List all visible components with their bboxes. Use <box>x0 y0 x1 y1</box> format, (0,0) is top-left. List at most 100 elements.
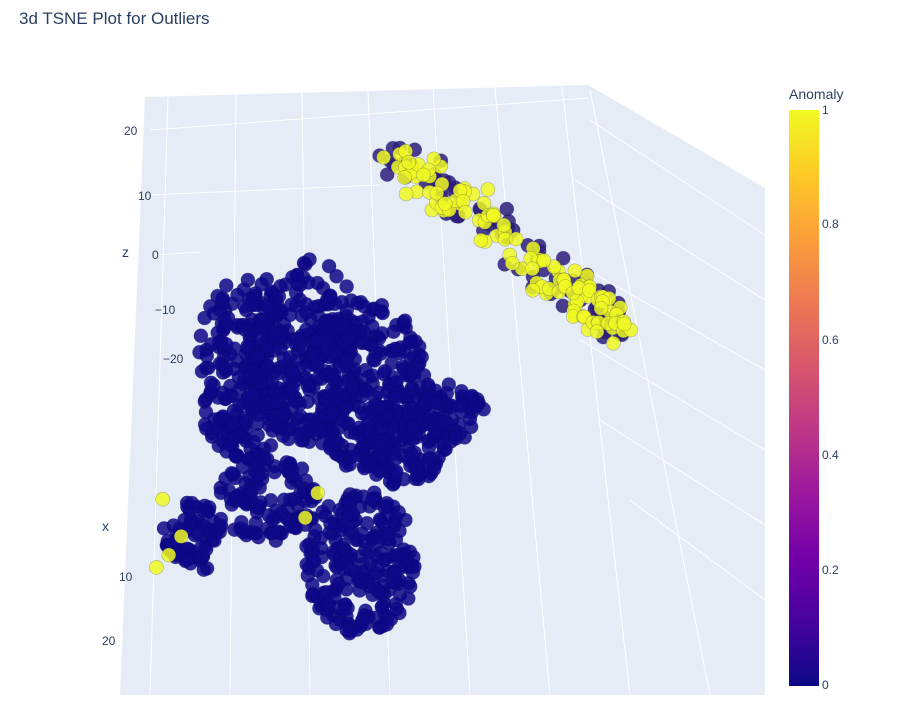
data-point <box>422 451 438 466</box>
gridline <box>154 251 201 256</box>
gridline <box>629 499 766 601</box>
data-point <box>318 584 334 600</box>
z-axis-tick: −10 <box>155 303 176 317</box>
data-point <box>313 423 329 439</box>
x-axis-tick: 20 <box>102 634 116 648</box>
outlier-point <box>616 316 632 332</box>
data-point <box>388 391 404 406</box>
data-point <box>555 250 571 266</box>
data-point <box>339 279 354 294</box>
data-point <box>215 409 231 424</box>
data-point <box>263 492 279 508</box>
data-point <box>411 356 427 371</box>
data-point <box>302 252 317 267</box>
colorbar-tick: 0.2 <box>822 563 839 577</box>
data-point <box>250 349 265 365</box>
data-point <box>376 595 392 611</box>
data-point <box>293 427 308 443</box>
data-point <box>327 345 343 361</box>
gridline <box>561 85 631 696</box>
data-point <box>259 271 275 287</box>
gridline <box>574 179 766 301</box>
data-point <box>240 272 256 288</box>
data-point <box>345 379 360 395</box>
outlier-point <box>401 155 417 170</box>
data-point <box>428 395 444 411</box>
x-axis-title: x <box>102 518 109 534</box>
outlier-point <box>480 182 496 197</box>
data-point <box>372 619 388 635</box>
data-point <box>215 293 230 308</box>
data-point <box>401 335 417 351</box>
data-point <box>226 431 242 447</box>
outlier-point <box>437 196 453 211</box>
data-point <box>395 359 411 375</box>
data-point <box>270 394 285 410</box>
data-point <box>219 278 234 293</box>
data-point <box>298 322 314 338</box>
outlier-point <box>581 283 597 298</box>
data-point <box>388 464 404 479</box>
data-point <box>321 258 337 274</box>
outlier-point <box>525 261 540 277</box>
data-point <box>223 378 238 394</box>
data-point <box>448 431 464 446</box>
z-axis-tick: 10 <box>138 189 152 203</box>
data-point <box>452 398 468 414</box>
data-point <box>341 330 357 346</box>
outlier-point <box>486 208 501 223</box>
data-point <box>197 310 212 326</box>
data-point <box>404 382 420 397</box>
data-point <box>218 360 234 376</box>
gridline <box>149 184 381 196</box>
data-point <box>267 326 282 342</box>
gridline <box>494 87 551 696</box>
data-point <box>239 413 254 429</box>
data-point <box>454 383 469 399</box>
data-point <box>288 520 304 536</box>
data-point <box>386 446 402 462</box>
outlier-point <box>173 529 189 544</box>
z-axis-tick: 0 <box>152 248 159 262</box>
data-point <box>285 469 301 485</box>
data-point <box>310 371 326 386</box>
data-point <box>275 428 291 444</box>
data-point <box>277 460 293 475</box>
gridline <box>599 419 766 526</box>
data-point <box>285 380 301 396</box>
data-point <box>198 541 214 557</box>
z-axis-tick: −20 <box>163 352 184 366</box>
data-point <box>193 328 209 344</box>
data-point <box>436 414 452 430</box>
outlier-point <box>473 233 489 248</box>
data-point <box>240 338 255 354</box>
outlier-point <box>606 335 621 351</box>
gridline <box>589 119 766 236</box>
data-point <box>386 564 402 580</box>
data-point <box>328 616 344 632</box>
colorbar-tick: 0.8 <box>822 217 839 231</box>
colorbar-tick: 0 <box>822 678 829 692</box>
data-point <box>271 289 287 304</box>
outlier-point <box>376 150 391 165</box>
data-point <box>423 416 439 431</box>
data-point <box>246 434 261 450</box>
data-point <box>377 500 393 516</box>
outlier-point <box>161 547 177 563</box>
data-point <box>338 354 354 369</box>
data-point <box>344 524 360 540</box>
outlier-point <box>149 560 164 575</box>
data-point <box>251 367 267 382</box>
data-point <box>342 505 358 521</box>
data-point <box>184 495 200 511</box>
data-point <box>390 342 405 358</box>
data-point <box>439 385 455 401</box>
data-point <box>275 407 291 423</box>
data-point <box>462 411 478 427</box>
data-point <box>367 353 382 368</box>
data-point <box>266 524 282 540</box>
data-point <box>245 297 260 313</box>
data-point <box>305 553 321 569</box>
data-point <box>331 420 347 436</box>
